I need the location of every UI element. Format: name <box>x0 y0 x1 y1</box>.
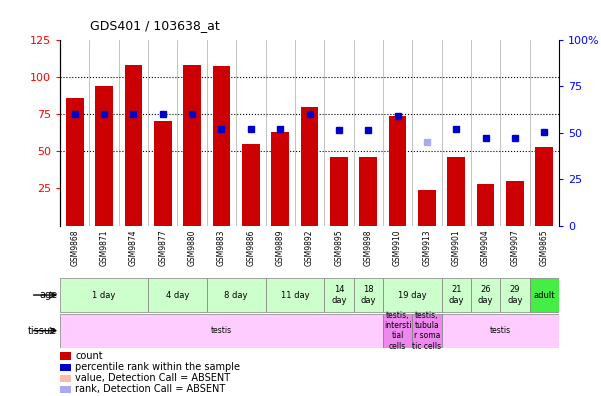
Bar <box>353 278 383 312</box>
Text: GSM9865: GSM9865 <box>540 230 549 266</box>
Text: value, Detection Call = ABSENT: value, Detection Call = ABSENT <box>75 373 230 383</box>
Text: 14
day: 14 day <box>331 286 347 305</box>
Bar <box>154 122 172 226</box>
Text: GSM9874: GSM9874 <box>129 230 138 266</box>
Bar <box>477 184 495 226</box>
Text: 29
day: 29 day <box>507 286 523 305</box>
Text: 21
day: 21 day <box>448 286 464 305</box>
Text: GSM9895: GSM9895 <box>334 230 343 266</box>
Bar <box>535 147 553 226</box>
Text: tissue: tissue <box>28 326 57 336</box>
Bar <box>96 86 113 226</box>
Text: GSM9910: GSM9910 <box>393 230 402 266</box>
Text: GSM9883: GSM9883 <box>217 230 226 266</box>
Bar <box>383 314 412 348</box>
Text: GSM9898: GSM9898 <box>364 230 373 266</box>
Bar <box>60 278 148 312</box>
Bar <box>324 278 353 312</box>
Text: rank, Detection Call = ABSENT: rank, Detection Call = ABSENT <box>75 384 225 394</box>
Bar <box>213 67 230 226</box>
Text: 26
day: 26 day <box>478 286 493 305</box>
Bar <box>412 314 442 348</box>
Text: GSM9889: GSM9889 <box>276 230 285 266</box>
Text: GSM9871: GSM9871 <box>100 230 109 266</box>
Bar <box>506 181 523 226</box>
Bar <box>242 144 260 226</box>
Text: 1 day: 1 day <box>93 291 116 299</box>
Text: GSM9892: GSM9892 <box>305 230 314 266</box>
Bar <box>442 314 559 348</box>
Bar <box>471 278 500 312</box>
Bar <box>500 278 529 312</box>
Text: age: age <box>39 290 57 300</box>
Bar <box>207 278 266 312</box>
Text: GSM9904: GSM9904 <box>481 230 490 267</box>
Text: adult: adult <box>534 291 555 299</box>
Bar <box>442 278 471 312</box>
Text: GSM9868: GSM9868 <box>70 230 79 266</box>
Text: testis: testis <box>490 326 511 335</box>
Text: testis: testis <box>211 326 232 335</box>
Text: 4 day: 4 day <box>166 291 189 299</box>
Bar <box>124 65 142 226</box>
Bar <box>300 107 319 226</box>
Text: percentile rank within the sample: percentile rank within the sample <box>75 362 240 372</box>
Text: testis,
tubula
r soma
tic cells: testis, tubula r soma tic cells <box>412 310 442 351</box>
Text: testis,
intersti
tial
cells: testis, intersti tial cells <box>384 310 411 351</box>
Bar <box>266 278 324 312</box>
Bar <box>272 132 289 226</box>
Text: GSM9886: GSM9886 <box>246 230 255 266</box>
Bar <box>359 157 377 226</box>
Text: GSM9880: GSM9880 <box>188 230 197 266</box>
Text: 18
day: 18 day <box>361 286 376 305</box>
Text: GSM9907: GSM9907 <box>510 230 519 267</box>
Text: count: count <box>75 351 103 361</box>
Bar <box>389 116 406 226</box>
Bar <box>183 65 201 226</box>
Text: GSM9913: GSM9913 <box>423 230 432 266</box>
Text: GSM9901: GSM9901 <box>452 230 461 266</box>
Bar <box>383 278 442 312</box>
Text: 11 day: 11 day <box>281 291 309 299</box>
Text: 8 day: 8 day <box>224 291 248 299</box>
Text: GDS401 / 103638_at: GDS401 / 103638_at <box>90 19 220 32</box>
Text: GSM9877: GSM9877 <box>158 230 167 266</box>
Bar <box>529 278 559 312</box>
Bar <box>148 278 207 312</box>
Bar <box>66 98 84 226</box>
Bar <box>447 157 465 226</box>
Text: 19 day: 19 day <box>398 291 427 299</box>
Bar <box>418 190 436 226</box>
Bar <box>60 314 383 348</box>
Bar <box>330 157 347 226</box>
